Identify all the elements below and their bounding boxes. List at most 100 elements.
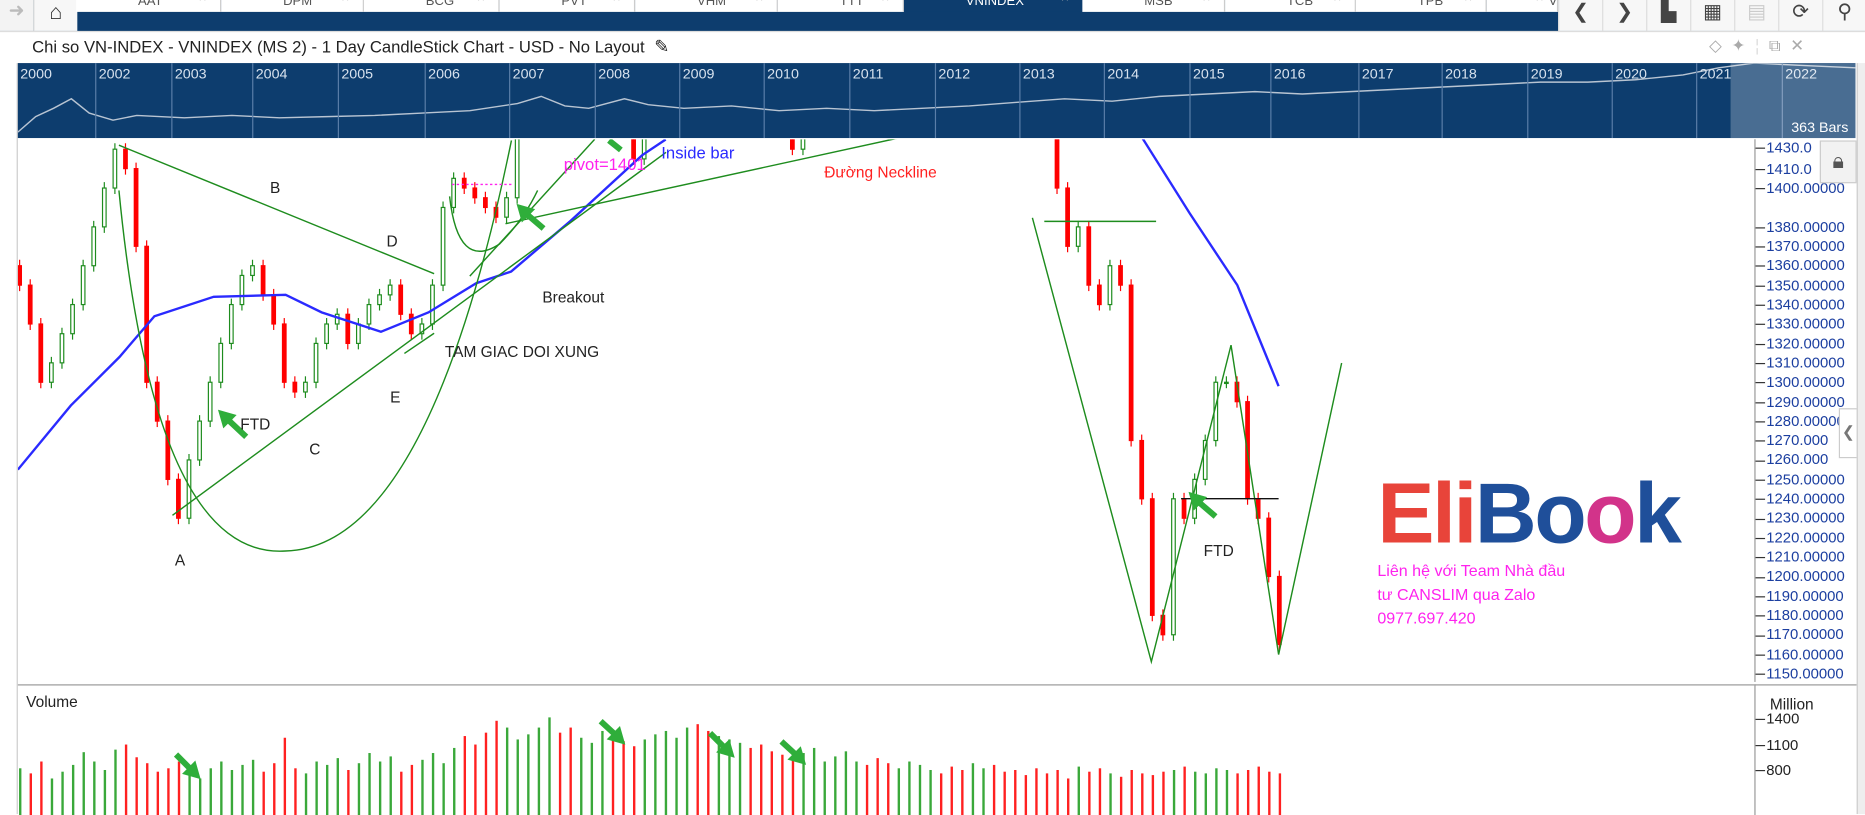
candle[interactable] <box>324 318 329 350</box>
candle[interactable] <box>1202 434 1208 486</box>
candle[interactable] <box>419 318 425 340</box>
volume-bar[interactable] <box>1257 766 1260 815</box>
volume-bar[interactable] <box>823 761 826 815</box>
volume-bar[interactable] <box>315 761 318 815</box>
volume-bar[interactable] <box>421 759 424 815</box>
candle[interactable] <box>250 259 255 282</box>
volume-bar[interactable] <box>982 768 985 815</box>
volume-bar[interactable] <box>40 761 43 815</box>
trendline[interactable] <box>469 139 596 277</box>
candle[interactable] <box>472 182 478 204</box>
volume-bar[interactable] <box>971 763 975 815</box>
volume-bar[interactable] <box>505 727 509 815</box>
volume-bar[interactable] <box>304 773 308 815</box>
volume-bar[interactable] <box>431 753 435 815</box>
candle[interactable] <box>70 298 75 340</box>
volume-bar[interactable] <box>897 768 901 815</box>
volume-bar[interactable] <box>484 732 488 815</box>
candle[interactable] <box>387 279 393 301</box>
candle[interactable] <box>239 269 245 311</box>
volume-bar[interactable] <box>908 761 911 815</box>
pin-icon[interactable]: ✦ <box>1731 35 1746 55</box>
volume-bar[interactable] <box>1194 771 1197 815</box>
volume-bar[interactable] <box>124 744 128 815</box>
volume-bar[interactable] <box>495 720 498 815</box>
volume-bar[interactable] <box>474 744 477 815</box>
close-icon[interactable]: ✕ <box>1790 35 1805 55</box>
volume-bar[interactable] <box>273 763 276 815</box>
volume-bar[interactable] <box>781 754 784 815</box>
volume-bar[interactable] <box>1035 768 1038 815</box>
navigator-selection[interactable] <box>1730 63 1856 139</box>
volume-bar[interactable] <box>537 727 541 815</box>
tab-bcg[interactable]: BCG✖ <box>363 0 500 12</box>
candle[interactable] <box>281 318 287 389</box>
candle[interactable] <box>1054 139 1060 194</box>
candle[interactable] <box>440 201 446 292</box>
tab-tpb[interactable]: TPB✖ <box>1355 0 1487 12</box>
candle[interactable] <box>334 308 340 330</box>
volume-bar[interactable] <box>654 734 657 815</box>
volume-bar[interactable] <box>1045 773 1049 815</box>
candle[interactable] <box>91 220 97 272</box>
candle[interactable] <box>27 279 33 330</box>
restore-icon[interactable]: ⧉ <box>1768 35 1781 55</box>
volume-bar[interactable] <box>50 778 54 815</box>
volume-bar[interactable] <box>1003 771 1006 815</box>
volume-bar[interactable] <box>61 771 64 815</box>
volume-bar[interactable] <box>1024 775 1028 815</box>
candle[interactable] <box>38 318 44 389</box>
volume-bar[interactable] <box>1109 773 1112 815</box>
volume-panel[interactable] <box>17 684 1755 815</box>
volume-bar[interactable] <box>1246 769 1250 815</box>
volume-bar[interactable] <box>1067 778 1070 815</box>
candle[interactable] <box>398 279 404 321</box>
candle[interactable] <box>112 143 118 194</box>
layout-icon[interactable]: ▙ <box>1646 0 1690 31</box>
candle[interactable] <box>101 182 107 233</box>
candle[interactable] <box>514 139 520 204</box>
candle[interactable] <box>197 415 202 466</box>
volume-bar[interactable] <box>855 761 858 815</box>
home-icon[interactable]: ⌂ <box>33 0 78 31</box>
volume-bar[interactable] <box>675 737 678 815</box>
volume-bar[interactable] <box>103 769 107 815</box>
tab-vn[interactable]: VN✖ <box>1486 0 1559 12</box>
candle[interactable] <box>789 139 795 156</box>
candle[interactable] <box>461 172 467 194</box>
trendline-w-pattern[interactable] <box>1031 217 1343 665</box>
tab-vhm[interactable]: VHM✖ <box>635 0 778 12</box>
trendline[interactable] <box>403 332 435 355</box>
volume-bar[interactable] <box>527 734 530 815</box>
candle[interactable] <box>133 162 139 253</box>
candle[interactable] <box>1107 259 1113 311</box>
volume-bar[interactable] <box>220 761 223 815</box>
volume-bar[interactable] <box>135 757 138 815</box>
volume-bar[interactable] <box>230 769 234 815</box>
volume-bar[interactable] <box>336 758 339 815</box>
candle[interactable] <box>1096 279 1102 311</box>
volume-bar[interactable] <box>29 773 32 815</box>
volume-bar[interactable] <box>611 736 615 815</box>
volume-bar[interactable] <box>622 741 625 815</box>
volume-bar[interactable] <box>1014 769 1017 815</box>
tab-tcb[interactable]: TCB✖ <box>1225 0 1356 12</box>
diamond-icon[interactable]: ◇ <box>1709 35 1722 55</box>
volume-bar[interactable] <box>760 744 763 815</box>
tab-dpm[interactable]: DPM✖ <box>221 0 364 12</box>
volume-bar[interactable] <box>347 769 350 815</box>
volume-bar[interactable] <box>1130 769 1133 815</box>
volume-bar[interactable] <box>1183 766 1186 815</box>
chevron-right-icon[interactable]: ❯ <box>1602 0 1646 31</box>
volume-bar[interactable] <box>802 753 805 815</box>
tab-aat[interactable]: AAT✖ <box>76 0 222 12</box>
candle[interactable] <box>1139 434 1145 505</box>
candle[interactable] <box>292 376 298 398</box>
volume-bar[interactable] <box>664 730 668 815</box>
volume-bar[interactable] <box>558 732 562 815</box>
candle[interactable] <box>1128 279 1134 447</box>
volume-bar[interactable] <box>918 764 922 815</box>
candle[interactable] <box>1075 220 1081 253</box>
search-icon[interactable]: ⚲ <box>1822 0 1865 31</box>
volume-bar[interactable] <box>114 749 117 815</box>
